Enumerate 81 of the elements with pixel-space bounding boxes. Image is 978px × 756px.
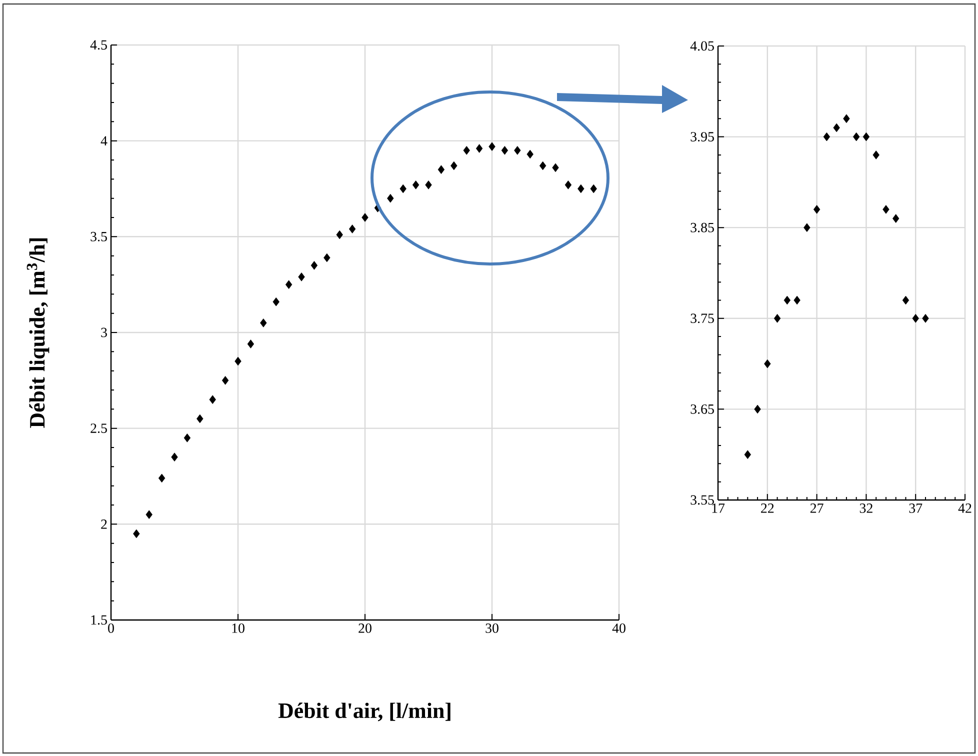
- point: [272, 297, 280, 306]
- point: [400, 184, 406, 194]
- point: [804, 223, 810, 232]
- point: [862, 132, 870, 142]
- y-tick-label: 3.55: [690, 495, 714, 505]
- point: [348, 224, 356, 234]
- point: [310, 261, 318, 270]
- point: [902, 296, 910, 305]
- point: [852, 132, 860, 142]
- point: [744, 450, 752, 459]
- x-tick-label: 27: [810, 504, 824, 513]
- y-axis-title: Débit liquide, [m$^{3}$/h]: [26, 238, 50, 428]
- x-tick-label: 0: [108, 624, 114, 633]
- point: [425, 180, 432, 190]
- point: [476, 144, 483, 153]
- point: [833, 123, 840, 132]
- point: [158, 474, 166, 483]
- point: [463, 146, 470, 155]
- point: [488, 142, 496, 151]
- point: [298, 272, 305, 282]
- y-tick-label: 3.95: [690, 132, 714, 142]
- point: [450, 161, 458, 170]
- x-tick-label: 17: [712, 503, 725, 513]
- point: [784, 296, 791, 305]
- point: [234, 356, 242, 366]
- point: [387, 194, 394, 203]
- y-tick-label: 4.5: [90, 40, 107, 50]
- point: [133, 529, 140, 538]
- point: [514, 146, 521, 155]
- x-tick-label: 37: [909, 504, 922, 513]
- point: [892, 214, 900, 223]
- point: [823, 132, 830, 142]
- point: [526, 150, 534, 159]
- point: [843, 114, 850, 124]
- x-tick-label: 40: [612, 624, 626, 633]
- point: [285, 280, 292, 289]
- y-tick-label: 3.5: [90, 232, 107, 242]
- point: [362, 213, 368, 222]
- point: [764, 359, 771, 368]
- point: [196, 414, 204, 424]
- point: [922, 314, 929, 323]
- point: [539, 161, 546, 170]
- y-tick-label: 3.85: [690, 222, 714, 232]
- point: [501, 146, 508, 155]
- y-tick-label: 3.65: [690, 404, 714, 414]
- point: [260, 318, 267, 328]
- x-tick-label: 10: [232, 624, 244, 633]
- x-tick-label: 20: [358, 624, 372, 633]
- point: [813, 205, 820, 214]
- x-axis-title: Débit d'air, [l/min]: [278, 702, 450, 722]
- y-tick-label: 2: [101, 520, 107, 529]
- point: [336, 230, 343, 240]
- point: [146, 510, 152, 519]
- y-tick-label: 3: [101, 328, 107, 338]
- y-tick-label: 3.75: [690, 314, 714, 324]
- x-tick-label: 30: [486, 624, 498, 633]
- point: [882, 205, 890, 214]
- point: [171, 452, 178, 462]
- point: [324, 253, 330, 262]
- point: [247, 340, 254, 348]
- point: [222, 376, 229, 385]
- point: [184, 434, 191, 442]
- point: [794, 296, 800, 305]
- y-tick-label: 2.5: [90, 424, 107, 434]
- point: [872, 150, 880, 160]
- point: [912, 314, 919, 323]
- point: [774, 314, 781, 323]
- point: [564, 180, 572, 190]
- point: [209, 395, 216, 404]
- y-tick-label: 1.5: [91, 615, 107, 625]
- point: [578, 184, 584, 194]
- x-tick-label: 42: [958, 504, 972, 513]
- y-tick-label: 4: [100, 136, 108, 146]
- y-tick-label: 4.05: [690, 41, 714, 51]
- point: [412, 180, 420, 190]
- x-tick-label: 32: [860, 504, 872, 513]
- x-tick-label: 22: [761, 504, 774, 513]
- point: [754, 404, 761, 414]
- point: [590, 184, 597, 194]
- point: [438, 165, 445, 174]
- point: [552, 163, 559, 172]
